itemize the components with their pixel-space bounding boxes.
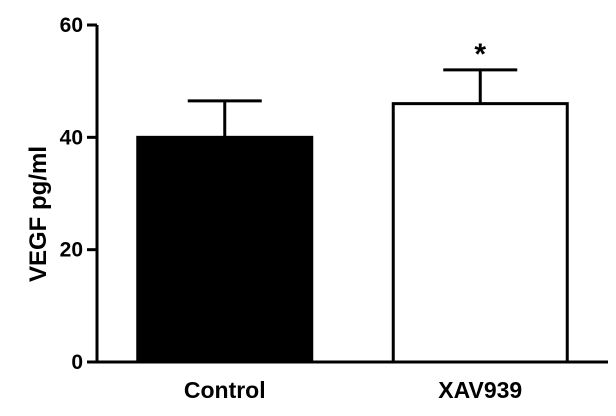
bar-xav939 <box>391 102 569 364</box>
y-tick-label: 40 <box>60 126 83 149</box>
bars <box>136 102 569 364</box>
y-tick-label: 20 <box>60 239 83 262</box>
error-bars <box>187 68 518 138</box>
y-tick-label: 60 <box>60 14 83 37</box>
y-axis: 0 20 40 60 <box>60 14 99 374</box>
x-tick-label: Control <box>184 377 266 403</box>
y-axis-title: VEGF pg/ml <box>25 146 52 282</box>
y-tick-label: 0 <box>71 351 83 374</box>
significance-marker: * <box>474 38 486 71</box>
bar-control <box>136 135 314 364</box>
x-tick-label: XAV939 <box>438 377 522 403</box>
x-axis: Control XAV939 <box>95 360 608 403</box>
annotations: * <box>474 38 486 71</box>
